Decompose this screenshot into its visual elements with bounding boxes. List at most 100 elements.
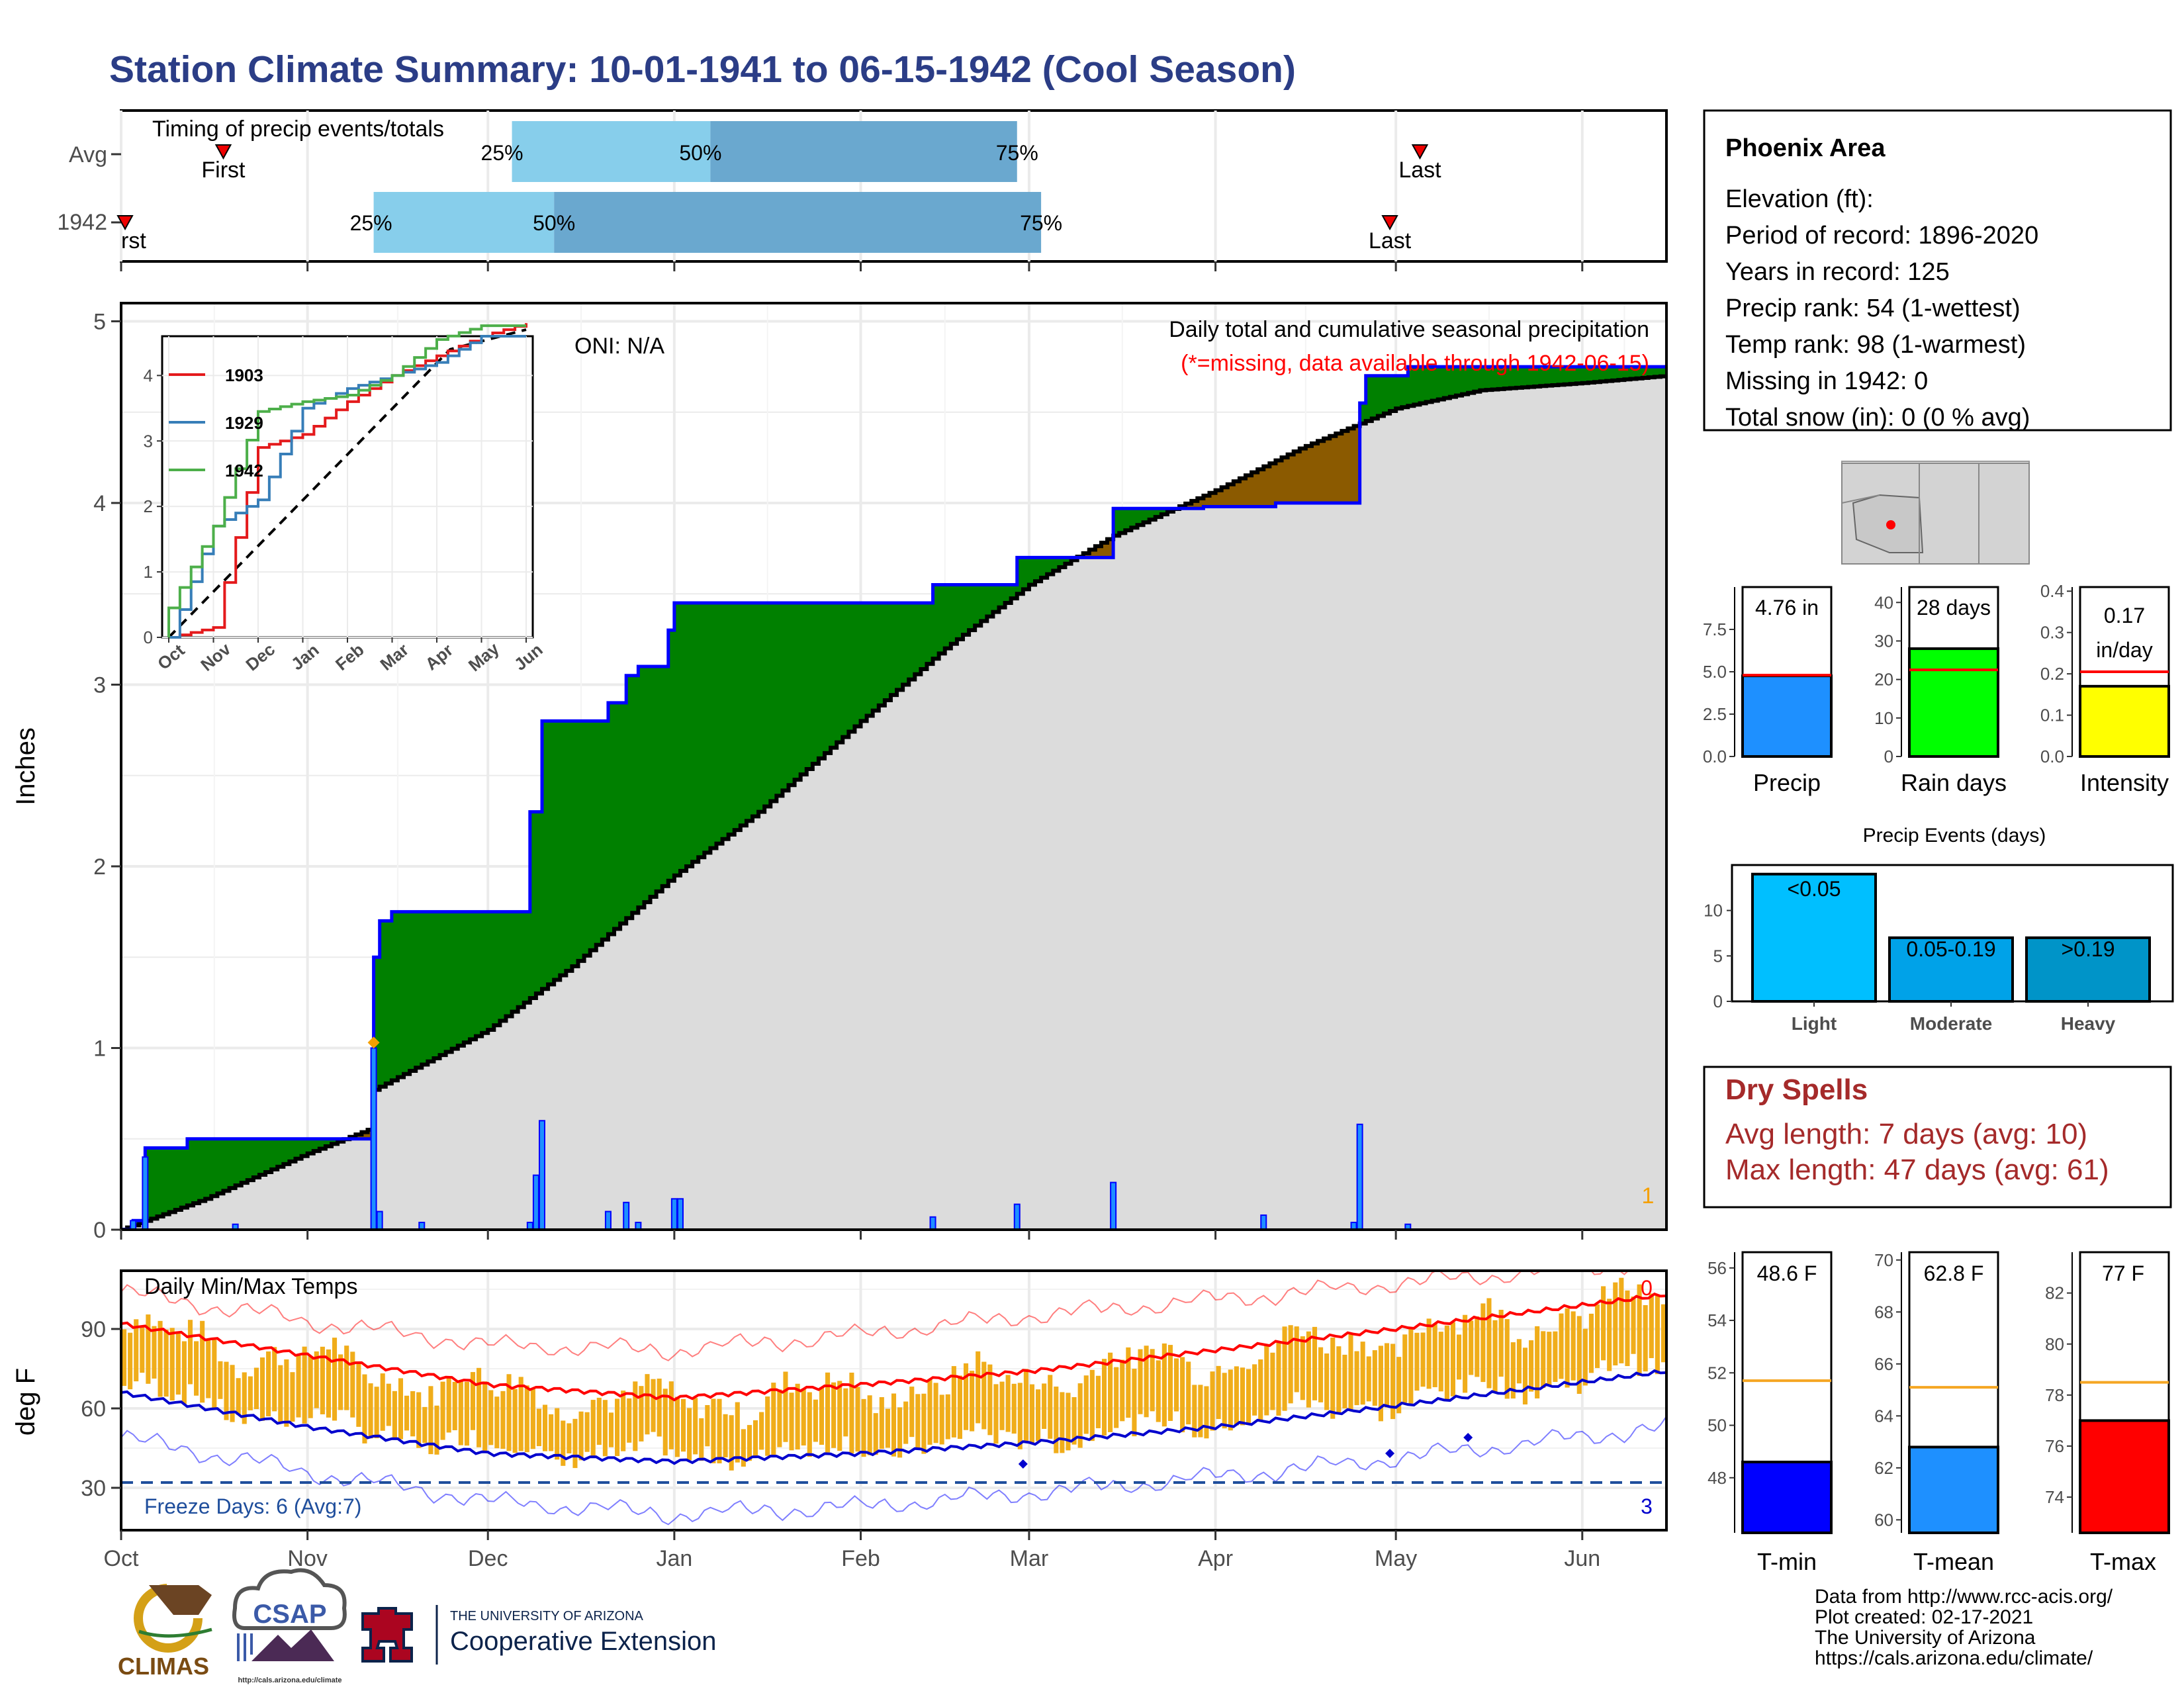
record-low-line (121, 1416, 1666, 1526)
daily-temp-bar (422, 1406, 428, 1443)
average-cumulative-line (121, 374, 1666, 1230)
temp-title: Daily Min/Max Temps (144, 1274, 357, 1299)
inset-legend-1929: 1929 (225, 413, 263, 433)
temp-y-axis: 30 60 90 (81, 1317, 121, 1501)
daily-temp-bar (1210, 1371, 1215, 1431)
daily-temp-bar (855, 1387, 860, 1452)
events-y-tick-label: 10 (1704, 901, 1723, 921)
tmean-mini-y-tick-label: 66 (1874, 1354, 1893, 1374)
daily-temp-bar (970, 1371, 975, 1432)
daily-temp-bar (158, 1320, 163, 1397)
events-cat-moderate: Moderate (1910, 1013, 1992, 1034)
daily-temp-bar (272, 1347, 277, 1412)
precip-mini-label: Precip (1753, 769, 1821, 796)
daily-precip-bar (418, 1222, 426, 1230)
daily-temp-bar (752, 1420, 758, 1457)
daily-temp-bar (1366, 1356, 1371, 1402)
daily-temp-bar (674, 1396, 680, 1457)
tmin-mini-y-tick-label: 54 (1707, 1310, 1727, 1330)
daily-temp-bar (1426, 1318, 1432, 1389)
daily-temp-bar (536, 1408, 541, 1447)
daily-temp-bar (723, 1414, 728, 1457)
daily-temp-bar (410, 1391, 416, 1437)
daily-temp-bar (146, 1314, 151, 1384)
daily-temp-bar (1601, 1286, 1606, 1361)
daily-temp-bar (1402, 1334, 1408, 1403)
tmax-mini-y-tick-label: 82 (2045, 1283, 2064, 1303)
daily-temp-bar (470, 1372, 476, 1430)
daily-temp-bar (488, 1390, 494, 1445)
station-location-dot (1886, 520, 1895, 529)
avg-25-label: 25% (481, 141, 523, 165)
events-y-tick-label: 5 (1713, 946, 1723, 966)
inset-y-tick-label: 2 (144, 496, 153, 516)
daily-temp-bar (1011, 1383, 1017, 1434)
temp-x-tick-label: May (1375, 1546, 1417, 1571)
temp-x-tick-label: Oct (104, 1546, 139, 1571)
station-missing: Missing in 1942: 0 (1725, 367, 1928, 395)
daily-temp-bar (657, 1378, 662, 1437)
obs-25-50-bar (373, 192, 555, 253)
daily-temp-bar (1565, 1308, 1570, 1388)
tmin-mini-y-tick-label: 52 (1707, 1363, 1727, 1383)
temp-top-count: 0 (1641, 1276, 1653, 1300)
daily-precip-bars (130, 1047, 1412, 1230)
inset-y-tick-label: 1 (144, 562, 153, 582)
daily-temp-bars (122, 1277, 1666, 1471)
daily-temp-bar (993, 1384, 999, 1444)
avg-50-75-bar (710, 121, 1017, 182)
mini-bar-charts: 0.02.55.07.50102030400.00.10.20.30.44850… (1703, 581, 2174, 1534)
daily-temp-bar (530, 1389, 535, 1449)
daily-temp-bar (1036, 1389, 1041, 1441)
daily-temp-bar (1463, 1314, 1468, 1393)
daily-temp-bar (795, 1383, 800, 1450)
daily-temp-bar (1570, 1311, 1576, 1381)
daily-temp-bar (1432, 1324, 1437, 1387)
tmean-mini-y-tick-label: 70 (1874, 1250, 1893, 1270)
daily-temp-bar (206, 1340, 211, 1398)
daily-temp-bar (416, 1392, 422, 1448)
daily-temp-bar (1504, 1319, 1510, 1399)
raindays-mini-y-tick-label: 10 (1874, 708, 1893, 728)
tmean-mini-y-tick-label: 62 (1874, 1458, 1893, 1478)
daily-temp-bar (1258, 1359, 1263, 1422)
daily-temp-bar (1204, 1386, 1209, 1439)
daily-temp-bar (1348, 1333, 1353, 1410)
daily-precip-bar (1350, 1222, 1357, 1230)
inset-y-tick-label: 4 (144, 365, 153, 385)
daily-temp-bar (194, 1341, 199, 1396)
daily-temp-bar (879, 1397, 884, 1449)
daily-temp-bar (1294, 1326, 1299, 1393)
events-y-tick-label: 0 (1713, 991, 1723, 1011)
main-y-tick-label: 1 (93, 1036, 106, 1061)
avg-last-marker-icon (1411, 144, 1429, 160)
daily-temp-bar (1144, 1346, 1149, 1418)
daily-temp-bar (236, 1378, 241, 1415)
timing-title: Timing of precip events/totals (152, 116, 444, 142)
daily-precip-bar (635, 1222, 642, 1230)
daily-temp-bar (140, 1326, 145, 1373)
daily-temp-bar (386, 1383, 391, 1426)
station-info-box: Phoenix Area Elevation (ft): Period of r… (1703, 109, 2172, 432)
temp-x-tick-label: Jan (656, 1546, 692, 1571)
main-y-label: Inches (11, 727, 40, 805)
daily-temp-bar (976, 1351, 981, 1424)
daily-temp-bar (741, 1429, 746, 1467)
daily-temp-bar (939, 1394, 944, 1445)
record-marker-icon (1385, 1449, 1395, 1458)
obs-50-75-bar (554, 192, 1042, 253)
daily-temp-bar (1498, 1310, 1504, 1377)
daily-temp-bar (590, 1400, 596, 1456)
daily-temp-bar (512, 1389, 518, 1453)
daily-temp-bar (320, 1346, 325, 1414)
daily-temp-bar (1588, 1313, 1594, 1373)
daily-temp-bar (909, 1387, 915, 1438)
daily-temp-bar (218, 1361, 223, 1399)
temp-y-tick-label: 30 (81, 1476, 106, 1501)
inset-series-1903 (169, 323, 527, 639)
daily-temp-bar (927, 1379, 933, 1445)
daily-temp-bar (1655, 1295, 1660, 1375)
daily-temp-bar (861, 1398, 866, 1457)
daily-temp-bar (374, 1387, 379, 1439)
